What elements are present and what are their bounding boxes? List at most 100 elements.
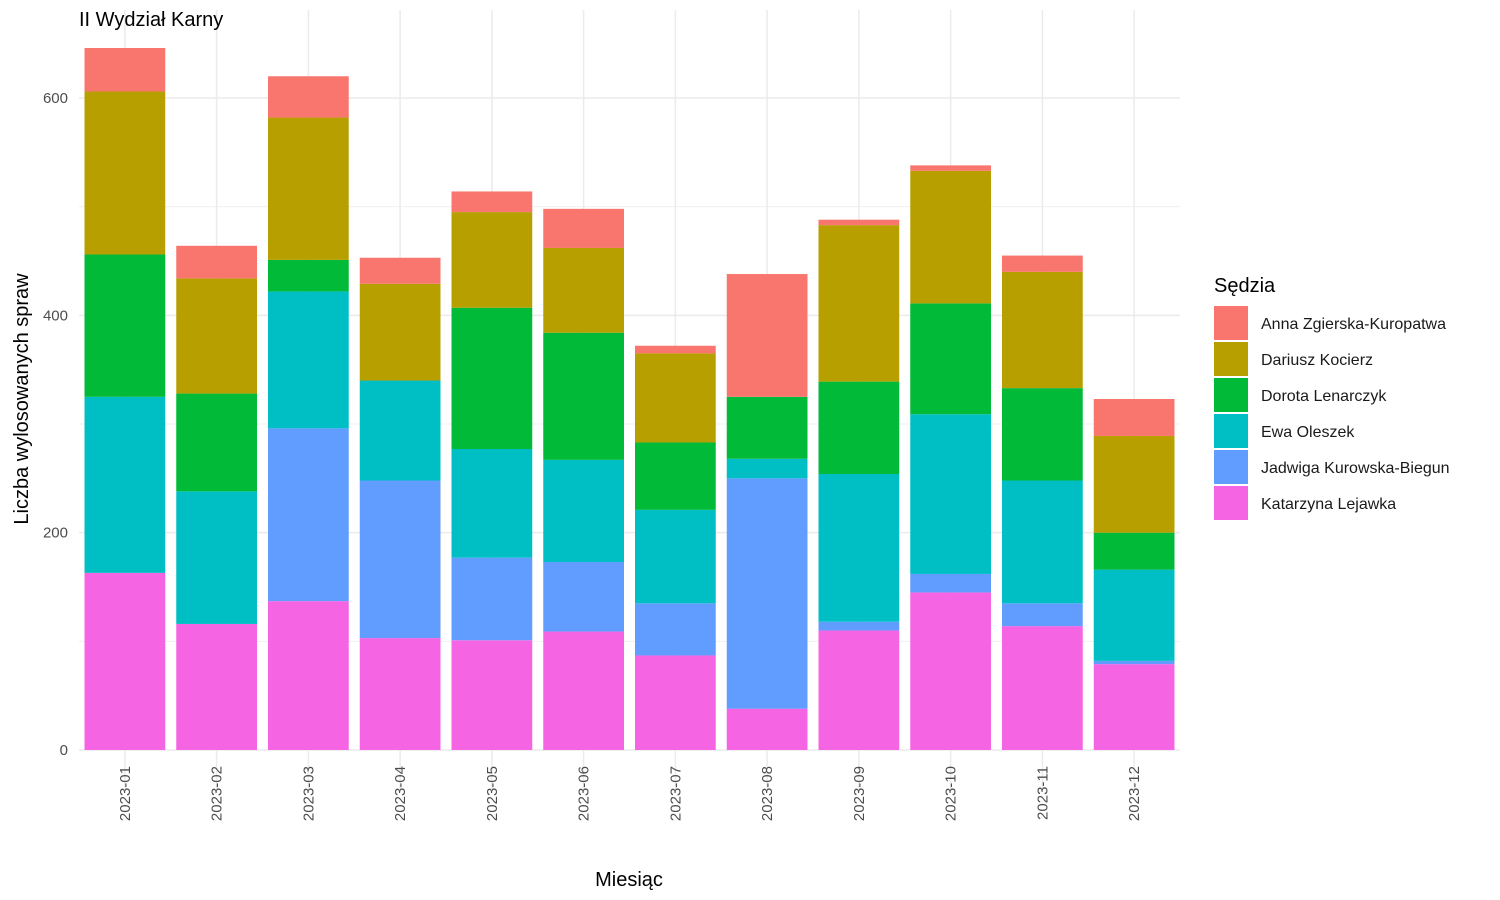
bar-segment: [543, 332, 624, 460]
bar-segment: [451, 557, 533, 641]
bar-segment: [1093, 399, 1175, 436]
bar-segment: [451, 212, 533, 308]
bar-segment: [818, 219, 900, 226]
bar-segment: [543, 562, 624, 632]
bar-segment: [1093, 532, 1175, 570]
bar-segment: [268, 291, 349, 429]
bar-segment: [726, 478, 808, 709]
bar-segment: [1002, 603, 1083, 627]
legend-swatch: [1214, 378, 1248, 412]
x-tick-label: 2023-07: [667, 766, 684, 821]
bar-segment: [818, 630, 900, 750]
legend-label: Dorota Lenarczyk: [1261, 388, 1387, 405]
bar-segment: [543, 631, 624, 750]
bar-segment: [726, 708, 808, 750]
bar-segment: [818, 621, 900, 631]
legend-label: Katarzyna Lejawka: [1261, 496, 1396, 513]
x-tick-label: 2023-02: [209, 766, 226, 821]
bar-segment: [910, 303, 991, 415]
bar-segment: [1002, 255, 1083, 272]
bar-segment: [818, 381, 900, 474]
x-axis-title: Miesiąc: [595, 869, 663, 891]
legend-swatch: [1214, 342, 1248, 376]
y-tick-label: 0: [60, 742, 68, 759]
x-tick-label: 2023-11: [1034, 766, 1051, 820]
bar-segment: [635, 353, 716, 443]
bar-segment: [268, 259, 349, 292]
bar-segment: [451, 448, 533, 558]
bar-segment: [726, 396, 808, 459]
chart-title: II Wydział Karny: [79, 9, 223, 31]
bar-segment: [1002, 388, 1083, 481]
bar-segment: [1002, 626, 1083, 750]
bar-segment: [910, 592, 991, 750]
bar-segment: [176, 393, 257, 492]
bar-segment: [84, 396, 166, 573]
bar-segment: [726, 274, 808, 397]
legend-label: Jadwiga Kurowska-Biegun: [1261, 460, 1450, 477]
y-tick-label: 400: [43, 307, 68, 324]
x-tick-label: 2023-09: [851, 766, 868, 821]
bar-segment: [359, 380, 441, 481]
x-axis-ticks: 2023-01 2023-02 2023-03 2023-04 2023-05 2023-…: [117, 766, 1143, 821]
bar-segment: [268, 601, 349, 750]
bar-segment: [268, 117, 349, 260]
bar-segment: [910, 170, 991, 304]
bar-segment: [359, 283, 441, 381]
bar-segment: [635, 603, 716, 656]
bar-segment: [268, 428, 349, 602]
bar-segment: [176, 491, 257, 624]
bar-segment: [818, 473, 900, 622]
y-tick-label: 600: [43, 90, 68, 107]
legend-title: Sędzia: [1214, 275, 1276, 297]
bar-segment: [176, 623, 257, 750]
bar-segment: [1093, 569, 1175, 661]
bar-segment: [451, 307, 533, 449]
bar-segment: [1002, 271, 1083, 389]
bar-segment: [635, 655, 716, 750]
bars: [84, 48, 1175, 750]
bar-segment: [359, 638, 441, 750]
bar-segment: [635, 509, 716, 604]
x-tick-label: 2023-12: [1126, 766, 1143, 821]
legend-swatch: [1214, 486, 1248, 520]
bar-segment: [451, 640, 533, 750]
bar-segment: [818, 225, 900, 382]
bar-segment: [543, 247, 624, 333]
bar-segment: [543, 459, 624, 563]
x-tick-label: 2023-06: [576, 766, 593, 821]
legend-swatch: [1214, 450, 1248, 484]
bar-segment: [84, 48, 166, 92]
legend: Anna Zgierska-Kuropatwa Dariusz Kocierz Do…: [1214, 306, 1450, 520]
x-tick-label: 2023-04: [392, 766, 409, 821]
y-axis-title: Liczba wylosowanych spraw: [11, 273, 33, 525]
legend-swatch: [1214, 306, 1248, 340]
legend-label: Anna Zgierska-Kuropatwa: [1261, 316, 1446, 333]
legend-label: Dariusz Kocierz: [1261, 352, 1373, 369]
x-tick-label: 2023-05: [484, 766, 501, 821]
bar-segment: [635, 442, 716, 510]
bar-segment: [84, 91, 166, 255]
bar-segment: [451, 191, 533, 213]
x-tick-label: 2023-10: [943, 766, 960, 821]
y-axis-ticks: 0 200 400 600: [43, 90, 68, 759]
bar-segment: [726, 458, 808, 479]
y-tick-label: 200: [43, 525, 68, 542]
bar-segment: [359, 480, 441, 639]
x-tick-label: 2023-01: [117, 766, 134, 821]
bar-segment: [1093, 435, 1175, 533]
bar-segment: [84, 572, 166, 750]
bar-segment: [910, 414, 991, 574]
bar-segment: [635, 345, 716, 354]
bar-segment: [359, 257, 441, 284]
bar-segment: [1093, 660, 1175, 665]
bar-segment: [543, 208, 624, 248]
legend-swatch: [1214, 414, 1248, 448]
bar-segment: [910, 165, 991, 171]
bar-segment: [176, 278, 257, 394]
legend-label: Ewa Oleszek: [1261, 424, 1355, 441]
bar-segment: [268, 76, 349, 118]
x-tick-label: 2023-03: [300, 766, 317, 821]
bar-segment: [1002, 480, 1083, 604]
